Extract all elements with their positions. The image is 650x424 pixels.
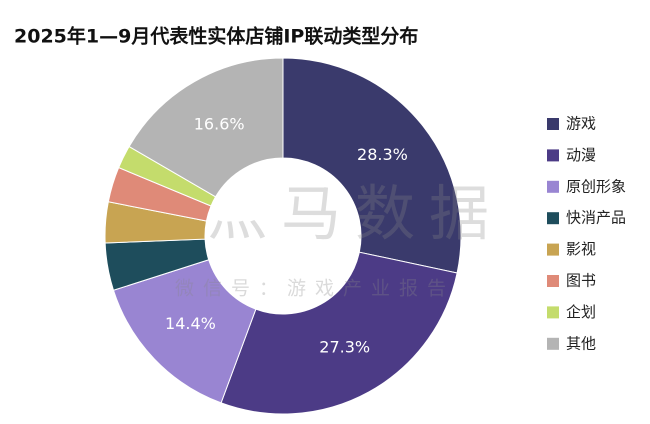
legend-label: 游戏 <box>566 115 596 133</box>
value-label: 14.4% <box>165 314 216 333</box>
watermark: 微信号：游戏产业报告 <box>175 278 455 300</box>
value-label: 28.3% <box>357 145 408 164</box>
legend-swatch <box>547 243 559 256</box>
legend-swatch <box>547 149 559 162</box>
slice <box>112 259 257 404</box>
legend-swatch <box>547 275 559 287</box>
watermark: 灬马数据 <box>207 180 503 250</box>
value-label: 16.6% <box>194 115 245 134</box>
slice <box>128 57 284 198</box>
legend-label: 企划 <box>566 303 596 321</box>
legend-label: 图书 <box>566 272 596 290</box>
legend-label: 影视 <box>566 240 596 258</box>
slice <box>282 57 462 274</box>
legend-label: 原创形象 <box>566 177 626 195</box>
value-label: 27.3% <box>319 338 370 357</box>
chart-title: 2025年1—9月代表性实体店铺IP联动类型分布 <box>14 25 418 48</box>
value-label: 3.2% <box>65 184 106 203</box>
slice <box>220 251 458 415</box>
legend-label: 其他 <box>566 334 596 352</box>
legend-label: 快消产品 <box>566 209 626 227</box>
legend-swatch <box>547 212 559 225</box>
legend-swatch <box>547 118 559 130</box>
value-label: 4.3% <box>61 250 102 269</box>
legend-swatch <box>547 180 559 193</box>
value-label: 2.1% <box>73 162 114 181</box>
legend-label: 动漫 <box>566 146 596 164</box>
legend-swatch <box>547 306 559 319</box>
legend-swatch <box>547 337 559 350</box>
value-label: 3.7% <box>59 215 100 234</box>
donut: 28.3% 27.3% 14.4% 4.3% 3.7% 3.2% 2.1% 16.6% <box>59 57 462 415</box>
